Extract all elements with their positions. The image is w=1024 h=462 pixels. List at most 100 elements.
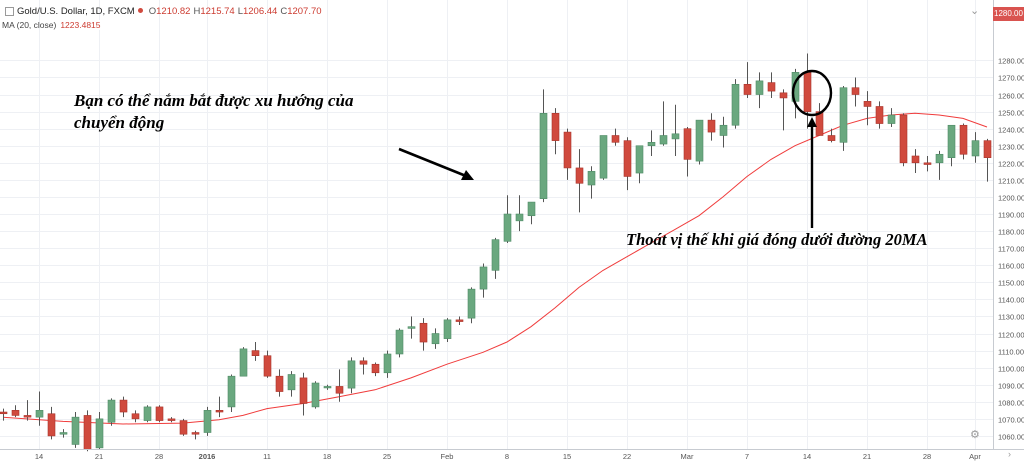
annotation-exit-text: Thoát vị thế khi giá đóng dưới đường 20M… [626, 230, 928, 249]
ma-20-layer [2, 112, 988, 425]
candle-body [23, 415, 32, 418]
time-axis[interactable]: 14 21 28 2016 11 18 25 Feb 8 15 22 Mar 7 14 21 28 Apr [35, 452, 982, 461]
candle-body [491, 239, 500, 271]
candle-body [191, 432, 200, 435]
candle-body [755, 80, 764, 95]
candle-body [275, 375, 284, 392]
price-tick-label: 1190.00 [998, 211, 1024, 220]
chevron-right-icon[interactable]: › [1008, 449, 1011, 459]
gear-icon[interactable]: ⌄ [970, 5, 980, 17]
exit-highlight-circle [791, 69, 833, 117]
candle-body [131, 413, 140, 420]
ma-20-line [2, 112, 988, 425]
candle-body [887, 114, 896, 124]
trend-arrow-head [461, 170, 474, 180]
candle-body [287, 374, 296, 391]
low-value: 1206.44 [242, 6, 278, 17]
price-tick-label: 1170.00 [998, 245, 1024, 254]
time-tick-label: 28 [923, 452, 931, 461]
price-axis[interactable]: 1060.00 1070.00 1080.00 1090.00 1100.00 1110.… [998, 57, 1024, 442]
price-tick-label: 1280.00 [998, 57, 1024, 66]
candle-body [263, 355, 272, 377]
candle-body [203, 410, 212, 433]
candle-body [395, 329, 404, 355]
price-tick-label: 1210.00 [998, 177, 1024, 186]
candle-body [227, 375, 236, 408]
annotation-arrow-trend [398, 147, 474, 180]
candles-layer [0, 53, 992, 452]
indicator-label[interactable]: MA (20, close) [2, 20, 57, 30]
candle-body [923, 162, 932, 165]
price-tick-label: 1240.00 [998, 126, 1024, 135]
annotation-trend-text: Bạn có thể nắm bắt được xu hướng của chu… [74, 91, 354, 132]
annotation-arrow-exit [791, 69, 833, 228]
candle-body [827, 135, 836, 141]
price-tick-label: 1150.00 [998, 279, 1024, 288]
open-label: O [148, 6, 157, 17]
candle-body [815, 111, 824, 136]
settings-icon[interactable]: ⚙ [970, 429, 980, 441]
time-tick-label: 8 [505, 452, 509, 461]
time-tick-label: 28 [155, 452, 163, 461]
candle-body [323, 386, 332, 389]
time-tick-label: 14 [803, 452, 811, 461]
candle-body [875, 106, 884, 124]
price-tick-label: 1250.00 [998, 109, 1024, 118]
indicator-value: 1223.4815 [60, 20, 101, 30]
candle-body [659, 135, 668, 145]
candle-body [899, 114, 908, 164]
time-tick-label: 14 [35, 452, 43, 461]
time-tick-label: Feb [441, 452, 454, 461]
candle-body [851, 87, 860, 95]
candle-body [467, 288, 476, 319]
candle-body [863, 101, 872, 107]
candle-body [167, 418, 176, 421]
candle-body [0, 411, 8, 415]
time-tick-label: Mar [681, 452, 694, 461]
candle-body [707, 119, 716, 133]
candle-body [731, 83, 740, 126]
candle-body [299, 377, 308, 404]
price-tick-label: 1070.00 [998, 416, 1024, 425]
candle-body [407, 326, 416, 329]
candle-body [971, 140, 980, 157]
chevron-up-icon[interactable] [5, 6, 14, 16]
candle-body [311, 382, 320, 408]
time-tick-label: 7 [745, 452, 749, 461]
candle-body [359, 360, 368, 365]
candle-body [443, 319, 452, 339]
trend-arrow-shaft [398, 147, 467, 178]
price-tick-label: 1080.00 [998, 399, 1024, 408]
candle-body [503, 213, 512, 242]
candle-body [515, 213, 524, 222]
open-value: 1210.82 [156, 6, 191, 17]
candle-body [347, 360, 356, 389]
time-tick-label: 22 [623, 452, 631, 461]
candle-body [35, 410, 44, 418]
symbol-title[interactable]: Gold/U.S. Dollar, 1D, FXCM [17, 6, 135, 17]
candle-body [335, 386, 344, 394]
candle-body [635, 145, 644, 174]
chart-header: Gold/U.S. Dollar, 1D, FXCM O1210.82 H1215.… [2, 6, 322, 17]
candle-body [455, 319, 464, 322]
candle-body [119, 399, 128, 413]
candle-body [719, 124, 728, 136]
price-tick-label: 1100.00 [998, 365, 1024, 374]
candle-body [911, 155, 920, 164]
candle-body [71, 416, 80, 445]
candle-body [959, 124, 968, 155]
price-tick-label: 1060.00 [998, 433, 1024, 442]
candle-body [95, 418, 104, 449]
candle-body [107, 399, 116, 423]
high-label: H [193, 6, 201, 17]
candle-body [383, 353, 392, 374]
price-tick-label: 1230.00 [998, 143, 1024, 152]
candle-body [215, 410, 224, 413]
last-price-tag: 1280.00 [993, 7, 1024, 21]
candle-body [575, 167, 584, 184]
indicator-legend[interactable]: MA (20, close) 1223.4815 [2, 20, 101, 30]
price-tick-label: 1220.00 [998, 160, 1024, 169]
time-tick-label: 21 [95, 452, 103, 461]
candle-body [983, 140, 992, 158]
